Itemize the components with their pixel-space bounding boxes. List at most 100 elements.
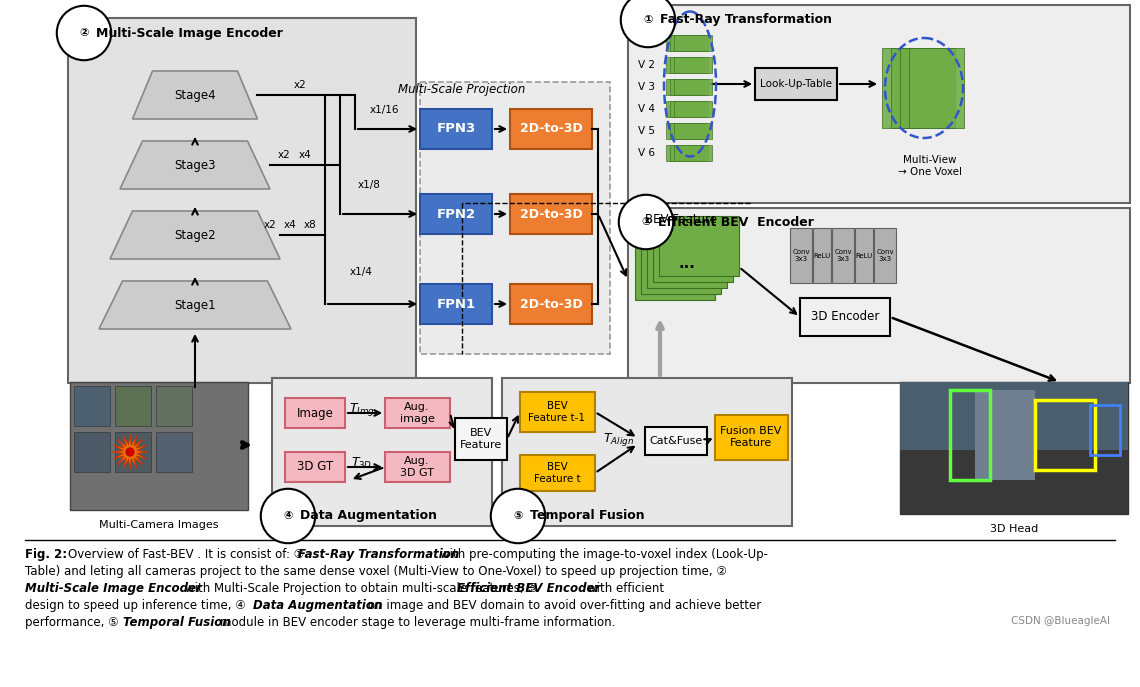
Bar	[755, 68, 837, 100]
Bar	[882, 48, 937, 128]
Text: BEV
Feature: BEV Feature	[459, 428, 502, 450]
FancyBboxPatch shape	[628, 208, 1130, 383]
Text: BEV
Feature t: BEV Feature t	[534, 462, 580, 484]
Bar	[1035, 400, 1096, 470]
Text: x4: x4	[299, 150, 311, 160]
Bar	[1090, 405, 1119, 455]
Text: V 5: V 5	[638, 126, 656, 136]
FancyBboxPatch shape	[272, 378, 492, 526]
Bar	[385, 452, 450, 482]
Text: Data Augmentation: Data Augmentation	[253, 599, 382, 612]
Bar	[813, 228, 831, 283]
Text: on image and BEV domain to avoid over-fitting and achieve better: on image and BEV domain to avoid over-fi…	[368, 599, 762, 612]
Bar	[645, 427, 707, 455]
Text: Conv
3x3: Conv 3x3	[792, 249, 809, 262]
Text: ③: ③	[642, 217, 651, 227]
Text: Stage1: Stage1	[174, 298, 215, 311]
Bar	[715, 415, 788, 460]
Bar	[899, 450, 1127, 514]
Text: Multi-Scale Projection: Multi-Scale Projection	[398, 84, 526, 96]
Text: V 4: V 4	[638, 104, 656, 114]
Bar	[674, 145, 712, 161]
Text: with Multi-Scale Projection to obtain multi-scale features, ③: with Multi-Scale Projection to obtain mu…	[185, 582, 538, 595]
Bar	[666, 79, 705, 95]
Bar	[790, 228, 812, 283]
Text: ReLU: ReLU	[813, 253, 831, 258]
Bar	[670, 101, 708, 117]
Bar	[520, 455, 595, 491]
Text: module in BEV encoder stage to leverage multi-frame information.: module in BEV encoder stage to leverage …	[220, 616, 616, 629]
Bar	[510, 194, 592, 234]
Polygon shape	[112, 434, 148, 470]
Bar	[74, 432, 109, 472]
Text: Fig. 2:: Fig. 2:	[25, 548, 67, 561]
FancyBboxPatch shape	[68, 18, 416, 383]
Text: x8: x8	[303, 220, 317, 230]
Text: ReLU: ReLU	[855, 253, 872, 258]
Text: BEV Feature: BEV Feature	[645, 213, 717, 226]
Bar	[855, 228, 873, 283]
Text: V 1: V 1	[638, 38, 656, 48]
Text: V 6: V 6	[638, 148, 656, 158]
Text: Temporal Fusion: Temporal Fusion	[530, 510, 644, 523]
Bar	[800, 298, 890, 336]
Bar	[975, 390, 1035, 480]
Bar	[666, 145, 705, 161]
Bar	[285, 452, 345, 482]
Text: Aug.
image: Aug. image	[399, 402, 434, 424]
Bar	[520, 392, 595, 432]
Text: V 3: V 3	[638, 82, 656, 92]
Bar	[674, 123, 712, 139]
Bar	[666, 101, 705, 117]
Text: $T_{Img}$: $T_{Img}$	[349, 401, 375, 418]
Bar	[74, 386, 109, 426]
Bar	[674, 79, 712, 95]
Bar	[899, 382, 1127, 514]
Bar	[510, 284, 592, 324]
Text: 2D-to-3D: 2D-to-3D	[520, 207, 583, 221]
Text: 2D-to-3D: 2D-to-3D	[520, 297, 583, 311]
Polygon shape	[109, 211, 280, 259]
Bar	[899, 382, 1127, 514]
Text: $T_{3D}$: $T_{3D}$	[351, 455, 373, 471]
Bar	[670, 123, 708, 139]
Bar	[115, 386, 150, 426]
Bar	[648, 228, 727, 288]
Bar	[156, 386, 192, 426]
Bar	[641, 234, 720, 294]
Bar	[455, 418, 507, 460]
Text: x1/4: x1/4	[350, 267, 373, 277]
Text: x1/8: x1/8	[358, 180, 381, 190]
Bar	[670, 57, 708, 73]
Text: design to speed up inference time, ④: design to speed up inference time, ④	[25, 599, 246, 612]
Bar	[666, 35, 705, 51]
Bar	[909, 48, 964, 128]
Text: V 2: V 2	[638, 60, 656, 70]
Text: Multi-Scale Image Encoder: Multi-Scale Image Encoder	[96, 27, 283, 39]
Text: ...: ...	[678, 256, 695, 271]
Text: ①: ①	[643, 15, 653, 25]
Bar	[674, 57, 712, 73]
Circle shape	[127, 448, 135, 456]
Text: Efficient BEV Encoder: Efficient BEV Encoder	[457, 582, 601, 595]
Text: ④: ④	[284, 511, 293, 521]
Text: Multi-View
→ One Voxel: Multi-View → One Voxel	[898, 155, 962, 177]
Bar	[420, 194, 492, 234]
Text: x2: x2	[294, 80, 307, 90]
Bar	[510, 109, 592, 149]
Bar	[950, 390, 990, 480]
Text: ⑤: ⑤	[513, 511, 522, 521]
Text: 3D GT: 3D GT	[296, 460, 333, 473]
Text: Look-Up-Table: Look-Up-Table	[760, 79, 832, 89]
Text: FPN3: FPN3	[437, 122, 475, 135]
Bar	[156, 432, 192, 472]
Text: $T_{Align}$: $T_{Align}$	[603, 431, 634, 449]
Text: Stage4: Stage4	[174, 89, 215, 102]
Bar	[420, 109, 492, 149]
Bar	[670, 145, 708, 161]
Bar	[670, 79, 708, 95]
Text: Overview of Fast-BEV . It is consist of: ①: Overview of Fast-BEV . It is consist of:…	[68, 548, 304, 561]
Text: Cat&Fuse: Cat&Fuse	[650, 436, 702, 446]
Bar	[670, 35, 708, 51]
Text: Conv
3x3: Conv 3x3	[877, 249, 894, 262]
